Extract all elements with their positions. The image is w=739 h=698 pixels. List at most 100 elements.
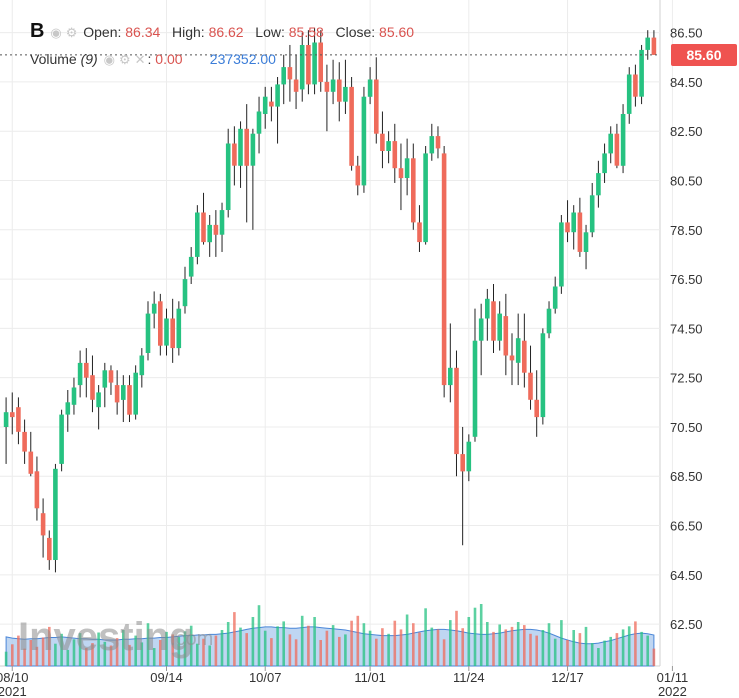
volume-bar xyxy=(498,624,501,666)
candle-down xyxy=(318,42,323,82)
candle-up xyxy=(164,318,169,346)
volume-bar xyxy=(251,617,255,666)
close-icon[interactable]: ✕ xyxy=(134,52,146,67)
watermark: Investing.com xyxy=(18,615,213,659)
candle-down xyxy=(201,212,206,243)
candle-up xyxy=(176,308,182,349)
candle-down xyxy=(380,133,385,151)
y-tick-label: 74.50 xyxy=(670,321,703,336)
eye-icon[interactable]: ◉ xyxy=(103,52,115,67)
candle-up xyxy=(77,362,83,386)
x-tick-label: 11/24 xyxy=(453,670,485,685)
candle-down xyxy=(435,136,441,149)
grid xyxy=(0,0,673,667)
volume-bar xyxy=(276,626,279,666)
volume-bar xyxy=(257,605,261,666)
candle-up xyxy=(478,318,484,341)
volume-bar xyxy=(393,620,397,666)
volume-bar xyxy=(338,636,341,666)
candle-down xyxy=(565,222,570,233)
candle-up xyxy=(102,370,108,388)
volume-bar xyxy=(17,635,20,666)
volume-bar xyxy=(245,633,248,666)
volume-bar xyxy=(4,651,8,666)
volume-bar xyxy=(461,628,464,666)
volume-bar xyxy=(331,625,335,666)
candle-down xyxy=(10,412,15,418)
candle-up xyxy=(645,37,650,50)
volume-bar xyxy=(220,630,224,666)
volume-bar xyxy=(510,626,514,666)
eye-icon[interactable]: ◉ xyxy=(50,25,62,40)
volume-bar xyxy=(270,638,273,666)
volume-bar xyxy=(189,625,193,666)
candle-up xyxy=(96,392,101,408)
candle-up xyxy=(497,313,502,341)
candle-down xyxy=(127,385,132,415)
candle-down xyxy=(269,101,274,107)
volume-header: Volume (9) ◉ ⚙ ✕: 0.00 237352.00 xyxy=(30,51,276,67)
volume-bar xyxy=(412,623,415,666)
y-tick-label: 84.50 xyxy=(670,75,703,90)
candle-up xyxy=(207,224,212,243)
candle-down xyxy=(306,45,311,85)
volume-bar xyxy=(547,623,551,666)
candle-down xyxy=(398,168,404,179)
volume-bar xyxy=(603,640,606,666)
volume-bar xyxy=(29,640,33,666)
candle-up xyxy=(275,84,280,107)
volume-bar xyxy=(560,620,563,666)
volume-bar xyxy=(159,640,162,666)
candle-up xyxy=(583,232,589,252)
volume-bar xyxy=(362,623,366,666)
volume-bar xyxy=(288,634,292,666)
candle-up xyxy=(367,79,373,97)
candle-up xyxy=(3,412,9,427)
volume-bar xyxy=(54,643,57,666)
volume-bar xyxy=(356,615,360,666)
volume-bar xyxy=(140,642,144,666)
candles xyxy=(3,27,657,573)
candle-down xyxy=(34,471,40,509)
candle-up xyxy=(552,286,558,309)
candle-up xyxy=(571,212,576,233)
high-value: 86.62 xyxy=(208,24,244,40)
candle-up xyxy=(559,222,564,287)
candle-up xyxy=(145,313,151,353)
gear-icon[interactable]: ⚙ xyxy=(118,52,131,67)
volume-bar xyxy=(128,644,131,666)
volume-bar xyxy=(504,629,508,666)
volume-bar xyxy=(492,631,495,666)
volume-bar xyxy=(418,632,421,666)
volume-bar xyxy=(553,638,557,666)
candle-down xyxy=(374,79,379,134)
volume-bar xyxy=(152,648,156,666)
volume-bar xyxy=(467,617,471,666)
volume-bar xyxy=(627,626,631,666)
candle-down xyxy=(287,67,293,80)
candle-down xyxy=(84,362,89,378)
candle-down xyxy=(460,454,465,472)
volume-bar xyxy=(529,633,532,666)
volume-bar xyxy=(621,629,625,666)
volume-bar xyxy=(486,622,489,666)
candle-up xyxy=(299,45,305,90)
candle-up xyxy=(71,387,77,405)
candle-up xyxy=(602,153,607,174)
volume-bar xyxy=(344,634,347,666)
candle-up xyxy=(59,414,64,464)
candle-up xyxy=(589,195,595,233)
volume-bar xyxy=(597,648,600,666)
volume-bar xyxy=(122,630,125,666)
gear-icon[interactable]: ⚙ xyxy=(65,25,78,40)
volume-bar xyxy=(387,633,390,666)
candle-up xyxy=(608,133,613,154)
y-tick-label: 78.50 xyxy=(670,223,703,238)
close-value: 85.60 xyxy=(379,24,415,40)
volume-bar xyxy=(48,626,51,666)
candle-up xyxy=(133,372,138,415)
y-tick-label: 70.50 xyxy=(670,420,703,435)
open-label: Open: xyxy=(83,24,122,40)
